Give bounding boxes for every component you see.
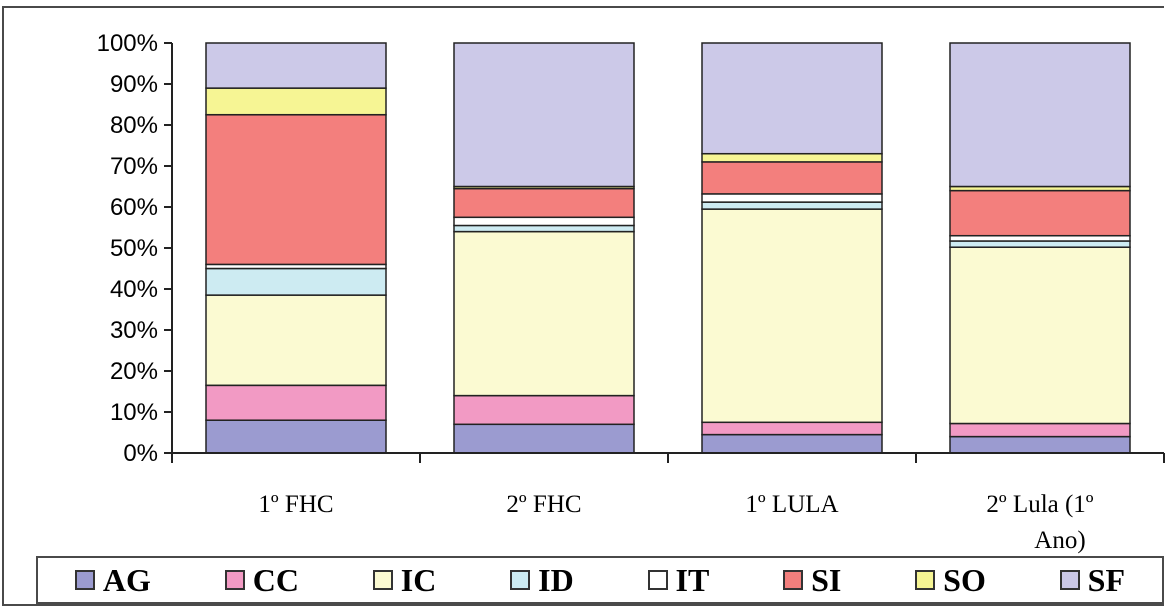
bar-segment-id-4: [949, 240, 1131, 248]
bar-segment-so-3: [701, 152, 883, 163]
bar-segment-sf-1: [205, 42, 387, 89]
legend-swatch: [915, 570, 936, 590]
bar-segment-ic-4: [949, 246, 1131, 425]
bar-segment-si-1: [205, 114, 387, 266]
legend-item-it: IT: [647, 561, 710, 599]
bar-segment-id-1: [205, 267, 387, 296]
y-tick-label: 30%: [110, 317, 158, 344]
legend-item-id: ID: [510, 562, 574, 599]
y-tick-label: 10%: [110, 399, 158, 426]
x-category-label: 2º FHC: [506, 491, 581, 518]
bar-segment-it-4: [949, 234, 1131, 242]
legend-item-ic: IC: [372, 561, 437, 599]
y-tick-label: 100%: [97, 30, 158, 57]
bar-segment-cc-2: [453, 394, 635, 426]
legend-swatch: [647, 570, 668, 590]
bar-segment-ag-3: [701, 433, 883, 454]
y-tick-label: 0%: [123, 440, 158, 467]
legend-label: IT: [675, 561, 710, 598]
legend-label: CC: [252, 561, 299, 598]
bar-segment-id-3: [701, 201, 883, 210]
x-category-label: Ano): [1034, 527, 1085, 554]
bars-layer: [205, 42, 1131, 454]
legend-item-so: SO: [915, 562, 986, 599]
y-tick-label: 20%: [110, 358, 158, 385]
bar-segment-sf-2: [453, 42, 635, 188]
y-tick-label: 70%: [110, 153, 158, 180]
bar-segment-ic-2: [453, 230, 635, 397]
bar-segment-si-3: [701, 161, 883, 195]
bar-segment-ic-3: [701, 208, 883, 424]
legend-label: SI: [811, 561, 842, 598]
bar-segment-it-3: [701, 193, 883, 203]
legend-label: ID: [538, 561, 574, 598]
bar-segment-cc-4: [949, 422, 1131, 438]
legend: AG CC IC ID IT SI SO SF: [36, 556, 1164, 604]
bar-segment-sf-4: [949, 42, 1131, 188]
bar-segment-sf-3: [701, 42, 883, 155]
axis-layer: 0% 10% 20% 30% 40% 50% 60% 70% 80% 90% 100% 1º FHC 2…: [97, 30, 1165, 554]
bar-segment-id-2: [453, 224, 635, 233]
bar-segment-it-2: [453, 216, 635, 227]
legend-swatch: [510, 570, 531, 590]
y-tick-label: 40%: [110, 276, 158, 303]
legend-item-cc: CC: [224, 561, 299, 599]
legend-swatch: [1059, 570, 1080, 590]
legend-label: SF: [1087, 561, 1126, 598]
y-tick-label: 60%: [110, 194, 158, 221]
legend-label: IC: [400, 561, 437, 598]
bar-segment-cc-1: [205, 384, 387, 421]
x-category-label: 1º LULA: [745, 491, 838, 518]
legend-swatch: [74, 570, 95, 590]
legend-swatch: [372, 570, 393, 590]
y-tick-label: 80%: [110, 112, 158, 139]
y-tick-label: 90%: [110, 71, 158, 98]
bar-segment-ag-2: [453, 423, 635, 454]
chart-plot: 0% 10% 20% 30% 40% 50% 60% 70% 80% 90% 100% 1º FHC 2…: [97, 30, 1165, 554]
bar-segment-cc-3: [701, 421, 883, 436]
bar-segment-si-2: [453, 187, 635, 219]
bar-segment-so-1: [205, 87, 387, 116]
x-category-label: 2º Lula (1º: [986, 491, 1093, 518]
legend-label: AG: [102, 561, 151, 598]
legend-swatch: [224, 570, 245, 590]
legend-item-ag: AG: [74, 561, 151, 599]
bar-segment-ag-4: [949, 435, 1131, 454]
legend-item-sf: SF: [1059, 561, 1126, 599]
legend-swatch: [783, 570, 804, 590]
legend-item-si: SI: [783, 562, 841, 599]
bar-segment-ag-1: [205, 419, 387, 454]
legend-label: SO: [943, 561, 986, 598]
bar-segment-ic-1: [205, 294, 387, 387]
y-tick-label: 50%: [110, 235, 158, 262]
chart-frame: [2, 6, 1164, 606]
bar-segment-si-4: [949, 189, 1131, 237]
x-category-label: 1º FHC: [258, 491, 333, 518]
